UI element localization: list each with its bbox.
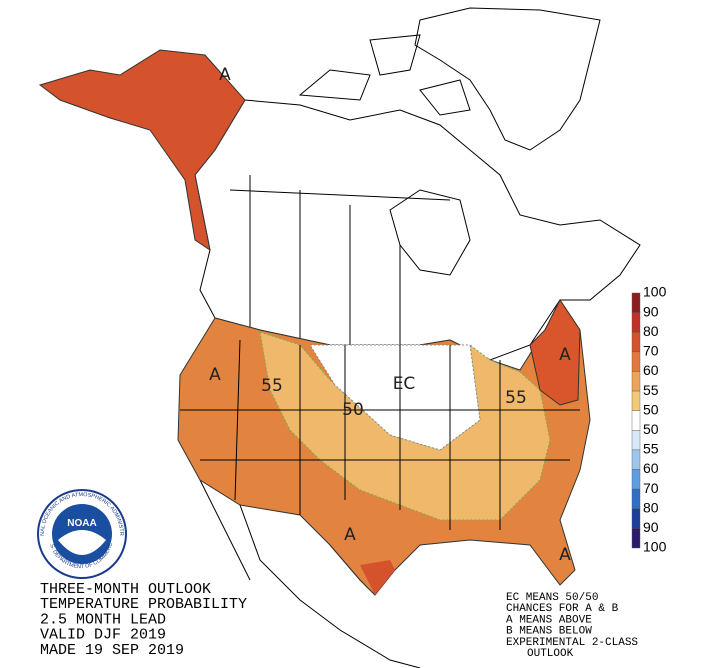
province-lines: [229, 175, 451, 345]
map-label: A: [209, 365, 221, 385]
note-line: A MEANS ABOVE: [506, 614, 592, 626]
map-label: 55: [505, 388, 527, 408]
legend-label: 50: [643, 401, 659, 417]
note-line: OUTLOOK: [527, 648, 574, 660]
legend-label: 55: [643, 441, 659, 457]
legend-swatch: [631, 528, 641, 549]
legend-swatch: [631, 469, 641, 490]
legend-swatch: [631, 351, 641, 372]
note-line: B MEANS BELOW: [506, 626, 592, 638]
legend-label: 80: [643, 499, 659, 515]
map-label: A: [559, 345, 571, 365]
legend-label: 60: [643, 362, 659, 378]
map-label: A: [219, 65, 231, 85]
legend-label: 100: [643, 284, 667, 300]
legend-label: 55: [643, 382, 659, 398]
legend-label: 90: [643, 519, 659, 535]
state-lines: [180, 339, 580, 530]
map-label: 55: [261, 376, 283, 396]
map-label: A: [344, 525, 356, 545]
canada: [194, 99, 641, 361]
note-line: EXPERIMENTAL 2-CLASS: [506, 637, 638, 649]
note-line: EC MEANS 50/50: [506, 592, 598, 604]
title-line: MADE 19 SEP 2019: [40, 642, 184, 659]
prob-northeast: [529, 299, 581, 406]
title-line: TEMPERATURE PROBABILITY: [40, 596, 247, 613]
legend-label: 100: [643, 539, 667, 555]
legend-swatch: [631, 390, 641, 411]
ec-region: [309, 344, 481, 451]
legend-swatch: [631, 488, 641, 509]
title-line: VALID DJF 2019: [40, 627, 166, 644]
legend-swatch: [631, 312, 641, 333]
legend-swatch: [631, 371, 641, 392]
logo-name: NOAA: [67, 518, 96, 529]
legend-label: 60: [643, 460, 659, 476]
legend-label: 70: [643, 343, 659, 359]
prob-gulf: [360, 560, 395, 595]
legend-swatch: [631, 508, 641, 529]
greenland: [414, 7, 601, 151]
legend-label: 90: [643, 303, 659, 319]
arctic-islands: [298, 34, 471, 116]
title-line: 2.5 MONTH LEAD: [40, 611, 166, 628]
legend-label: 80: [643, 323, 659, 339]
title-line: THREE-MONTH OUTLOOK: [40, 581, 211, 598]
prob-50-60: [259, 331, 551, 521]
logo-gull: [58, 530, 106, 555]
legend-label: 50: [643, 421, 659, 437]
map-label: 50: [342, 400, 364, 420]
legend-swatch: [631, 332, 641, 353]
map-label: EC: [393, 374, 416, 394]
hudson-bay: [389, 189, 471, 276]
map-label: A: [559, 545, 571, 565]
legend-swatch: [631, 292, 641, 313]
legend-swatch: [631, 430, 641, 451]
legend-swatch: [631, 449, 641, 470]
alaska: [38, 49, 246, 252]
note-line: CHANCES FOR A & B: [506, 603, 619, 615]
legend-label: 70: [643, 480, 659, 496]
legend-swatch: [631, 410, 641, 431]
